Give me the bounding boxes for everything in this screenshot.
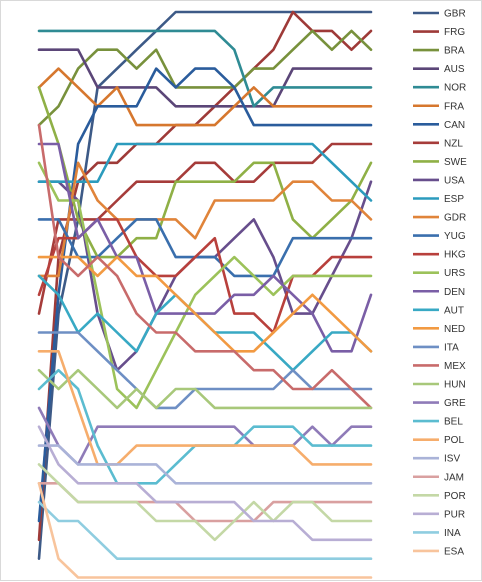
legend-label-hkg: HKG [444,250,466,261]
series-line-yug [37,218,373,278]
legend-label-mex: MEX [444,361,466,372]
legend-label-aut: AUT [444,305,464,316]
series-line-urs [37,161,373,410]
legend-label-por: POR [444,491,466,502]
series-line-esp [37,142,373,202]
series-line-ned [37,255,373,353]
series-line-mex [37,123,373,410]
series-line-fra [37,67,373,127]
legend-label-aus: AUS [444,64,465,75]
series-line-gbr [37,10,373,560]
series-line-frg [37,10,373,542]
legend-label-pol: POL [444,435,464,446]
legend-label-bra: BRA [444,46,465,57]
legend-label-gre: GRE [444,398,466,409]
series-line-pur [37,425,373,542]
series-line-aus [37,48,373,108]
legend-label-can: CAN [444,120,465,131]
legend-label-pur: PUR [444,509,465,520]
legend-label-urs: URS [444,268,465,279]
series-line-ita [37,331,373,410]
series-line-den [37,142,373,353]
series-line-can [37,67,373,523]
series-line-isv [37,444,373,485]
legend-label-swe: SWE [444,157,467,168]
series-line-nzl [37,142,373,315]
legend: GBR FRG BRA AUS NOR FRA CAN NZL SWE USA ESP GDR YUG H… [413,9,467,557]
legend-label-ita: ITA [444,342,459,353]
legend-label-jam: JAM [444,472,464,483]
series-line-pol [37,350,373,466]
series-line-esa [37,482,373,579]
legend-label-esp: ESP [444,194,464,205]
series-line-hun [37,368,373,410]
legend-label-gbr: GBR [444,9,466,20]
legend-label-frg: FRG [444,27,465,38]
legend-label-nor: NOR [444,83,466,94]
series-lines [37,10,373,579]
legend-label-ina: INA [444,528,461,539]
legend-label-nzl: NZL [444,138,463,149]
legend-label-den: DEN [444,287,465,298]
legend-label-isv: ISV [444,454,460,465]
legend-label-gdr: GDR [444,213,466,224]
legend-label-bel: BEL [444,417,463,428]
series-line-swe [37,86,373,259]
series-line-ina [37,500,373,560]
series-line-gdr [37,161,373,278]
series-line-por [37,463,373,542]
series-line-bra [37,29,373,127]
legend-label-esa: ESA [444,546,464,557]
series-line-nor [37,29,373,108]
legend-label-usa: USA [444,175,465,186]
legend-label-hun: HUN [444,380,466,391]
legend-label-yug: YUG [444,231,466,242]
legend-label-fra: FRA [444,101,464,112]
legend-label-ned: NED [444,324,465,335]
